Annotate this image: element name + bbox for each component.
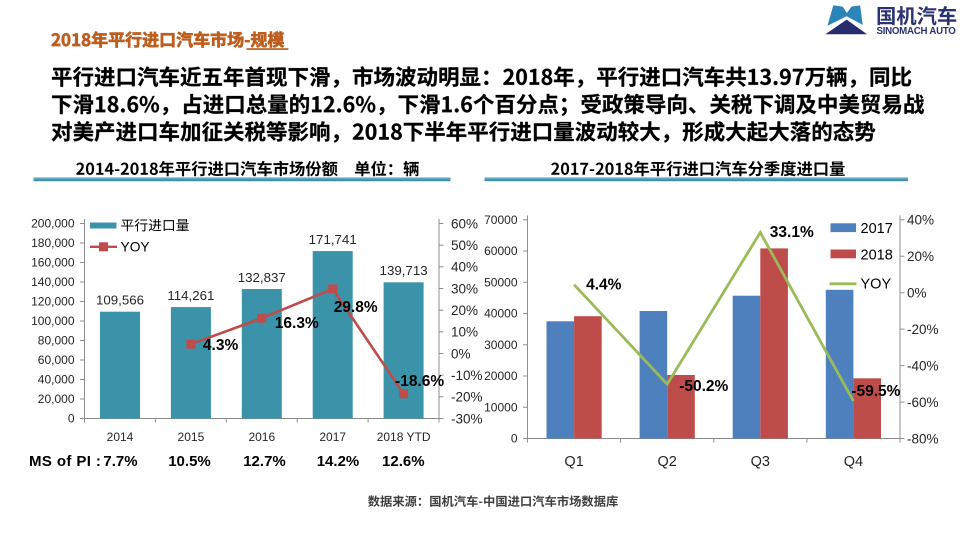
- svg-text:171,741: 171,741: [309, 232, 357, 247]
- svg-text:12.6%: 12.6%: [382, 453, 425, 470]
- svg-text:SINOMACH AUTO: SINOMACH AUTO: [877, 26, 957, 37]
- svg-text:33.1%: 33.1%: [770, 224, 814, 241]
- svg-text:-60%: -60%: [907, 395, 939, 410]
- svg-text:70000: 70000: [484, 213, 518, 227]
- svg-text:YOY: YOY: [861, 277, 892, 293]
- svg-text:0%: 0%: [451, 346, 471, 361]
- svg-text:20,000: 20,000: [38, 392, 75, 406]
- svg-text:10%: 10%: [451, 325, 478, 340]
- svg-text:40%: 40%: [907, 213, 934, 228]
- svg-text:30000: 30000: [484, 338, 518, 352]
- svg-text:-80%: -80%: [907, 431, 939, 446]
- svg-text:40,000: 40,000: [38, 373, 75, 387]
- svg-text:2018: 2018: [861, 247, 893, 263]
- svg-text:20%: 20%: [451, 303, 478, 318]
- svg-text:2014: 2014: [107, 430, 134, 444]
- svg-text:132,837: 132,837: [238, 270, 286, 285]
- svg-text:7.7%: 7.7%: [103, 453, 137, 470]
- svg-text:29.8%: 29.8%: [334, 299, 378, 316]
- svg-text:40000: 40000: [484, 307, 518, 321]
- svg-text:40%: 40%: [451, 260, 478, 275]
- svg-text:100,000: 100,000: [31, 314, 75, 328]
- svg-text:0%: 0%: [907, 286, 927, 301]
- svg-text:30%: 30%: [451, 281, 478, 296]
- svg-text:2017: 2017: [319, 430, 346, 444]
- svg-text:-18.6%: -18.6%: [395, 373, 444, 390]
- svg-text:-50.2%: -50.2%: [679, 378, 728, 395]
- svg-text:60,000: 60,000: [38, 353, 75, 367]
- svg-text:80,000: 80,000: [38, 334, 75, 348]
- svg-text:109,566: 109,566: [96, 293, 144, 308]
- svg-text:-10%: -10%: [451, 368, 483, 383]
- svg-text:4.4%: 4.4%: [586, 277, 622, 294]
- svg-text:139,713: 139,713: [380, 263, 428, 278]
- svg-text:2017: 2017: [861, 221, 893, 237]
- svg-text:50%: 50%: [451, 238, 478, 253]
- svg-text:50000: 50000: [484, 275, 518, 289]
- svg-text:10000: 10000: [484, 400, 518, 414]
- svg-text:16.3%: 16.3%: [275, 315, 319, 332]
- svg-text:4.3%: 4.3%: [203, 337, 239, 354]
- svg-text:0: 0: [68, 412, 75, 426]
- svg-text:114,261: 114,261: [167, 288, 214, 303]
- svg-text:200,000: 200,000: [31, 217, 75, 231]
- svg-text:60%: 60%: [451, 216, 478, 231]
- svg-text:-30%: -30%: [451, 411, 483, 426]
- svg-text:120,000: 120,000: [31, 295, 75, 309]
- svg-text:Q4: Q4: [844, 454, 863, 470]
- svg-text:-20%: -20%: [451, 390, 483, 405]
- svg-text:2018 YTD: 2018 YTD: [377, 430, 431, 444]
- svg-text:10.5%: 10.5%: [168, 453, 211, 470]
- svg-text:2015: 2015: [178, 430, 205, 444]
- svg-text:0: 0: [511, 432, 518, 446]
- svg-text:-40%: -40%: [907, 359, 939, 374]
- svg-text:20000: 20000: [484, 369, 518, 383]
- svg-text:180,000: 180,000: [31, 236, 75, 250]
- svg-text:2016: 2016: [248, 430, 275, 444]
- svg-text:Q2: Q2: [658, 454, 677, 470]
- svg-text:YOY: YOY: [121, 240, 150, 255]
- svg-text:-59.5%: -59.5%: [851, 383, 900, 400]
- svg-text:60000: 60000: [484, 244, 518, 258]
- svg-text:20%: 20%: [907, 249, 934, 264]
- svg-text:160,000: 160,000: [31, 256, 75, 270]
- svg-text:140,000: 140,000: [31, 275, 75, 289]
- svg-text:MS of PI :: MS of PI :: [29, 453, 101, 470]
- svg-text:12.7%: 12.7%: [243, 453, 286, 470]
- svg-text:Q1: Q1: [564, 454, 583, 470]
- svg-text:Q3: Q3: [751, 454, 770, 470]
- svg-text:-20%: -20%: [907, 322, 939, 337]
- svg-text:14.2%: 14.2%: [317, 453, 360, 470]
